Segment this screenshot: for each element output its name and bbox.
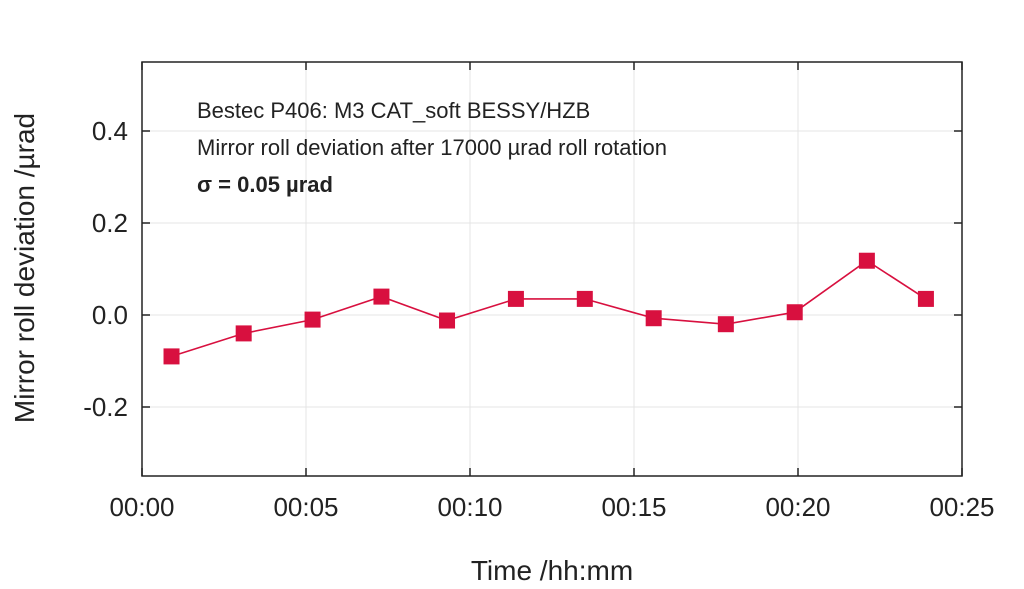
y-tick-label: 0.2 bbox=[92, 208, 128, 238]
axis-ticks bbox=[141, 62, 963, 476]
data-point bbox=[786, 304, 803, 321]
x-tick-label: 00:20 bbox=[765, 492, 830, 522]
annotation-sigma: σ = 0.05 µrad bbox=[197, 172, 333, 197]
data-series bbox=[163, 252, 934, 365]
data-point bbox=[917, 290, 934, 307]
data-point bbox=[645, 310, 662, 327]
y-tick-label: 0.4 bbox=[92, 116, 128, 146]
plot-frame bbox=[141, 61, 963, 477]
x-tick-label: 00:25 bbox=[929, 492, 994, 522]
data-point bbox=[507, 290, 524, 307]
data-point bbox=[235, 325, 252, 342]
annotation-line-1: Bestec P406: M3 CAT_soft BESSY/HZB bbox=[197, 98, 590, 123]
y-axis-label: Mirror roll deviation /µrad bbox=[9, 113, 40, 423]
data-point bbox=[373, 288, 390, 305]
data-point bbox=[304, 311, 321, 328]
x-tick-label: 00:00 bbox=[109, 492, 174, 522]
y-tick-label: 0.0 bbox=[92, 300, 128, 330]
tick-labels: 00:00 00:05 00:10 00:15 00:20 00:25 0.4 0.2 0.0 -… bbox=[83, 116, 994, 522]
data-point bbox=[576, 290, 593, 307]
grid-lines bbox=[142, 62, 962, 476]
data-point bbox=[163, 348, 180, 365]
x-axis-label: Time /hh:mm bbox=[471, 555, 633, 586]
annotation-line-2: Mirror roll deviation after 17000 µrad r… bbox=[197, 135, 667, 160]
x-tick-label: 00:15 bbox=[601, 492, 666, 522]
data-point bbox=[717, 316, 734, 333]
y-tick-label: -0.2 bbox=[83, 392, 128, 422]
data-point bbox=[439, 312, 456, 329]
series-line bbox=[171, 259, 927, 358]
x-tick-label: 00:05 bbox=[273, 492, 338, 522]
data-point bbox=[858, 252, 875, 269]
x-tick-label: 00:10 bbox=[437, 492, 502, 522]
